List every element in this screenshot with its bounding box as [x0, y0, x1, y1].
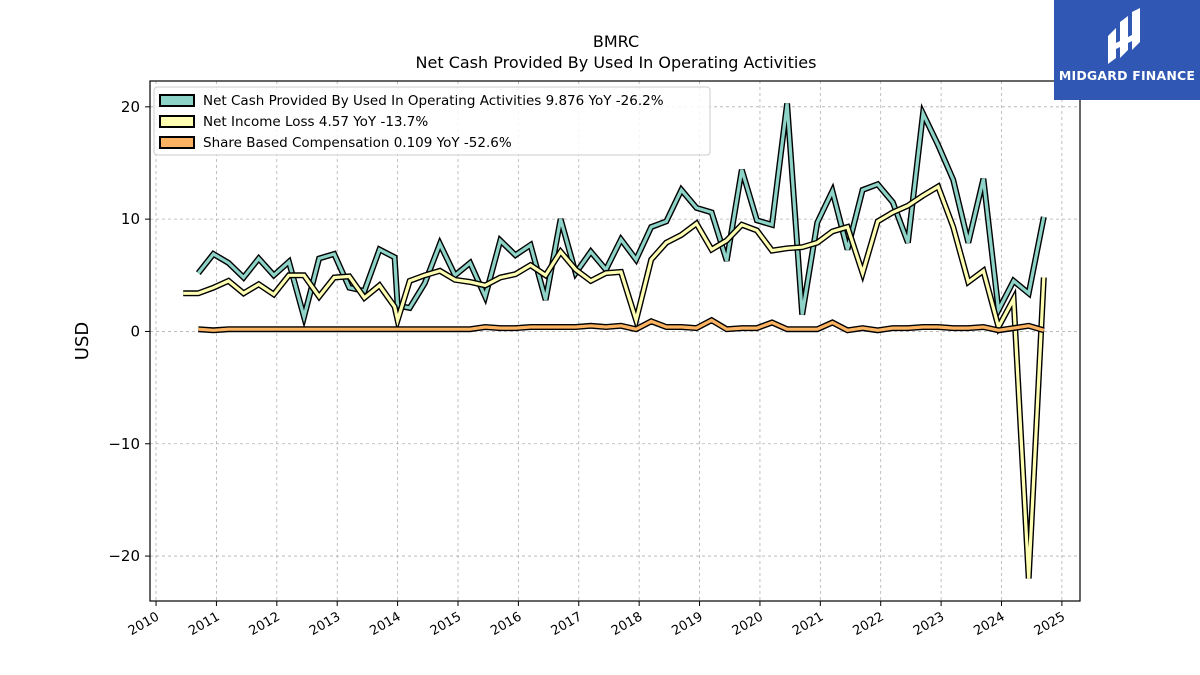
series-line-2: [198, 318, 1045, 332]
y-tick-label-3: 10: [121, 210, 140, 228]
x-tick-label-7: 2017: [549, 609, 585, 639]
series-line-0: [197, 103, 1046, 324]
chart-subtitle: Net Cash Provided By Used In Operating A…: [416, 53, 817, 72]
x-tick-label-4: 2014: [367, 609, 403, 639]
series-outline-1: [183, 182, 1047, 579]
y-axis-label: USD: [72, 322, 93, 360]
legend-box: [153, 86, 711, 156]
x-tick-label-0: 2010: [126, 609, 162, 639]
legend-label-1: Net Income Loss 4.57 YoY -13.7%: [203, 114, 428, 130]
series-line-1: [183, 184, 1046, 579]
y-tick-label-4: 20: [121, 98, 140, 116]
y-axis: −20 −10 0 10 20: [108, 98, 150, 565]
x-tick-label-5: 2015: [428, 609, 464, 639]
x-tick-label-2: 2012: [247, 609, 283, 639]
x-tick-label-13: 2023: [911, 609, 947, 639]
y-tick-label-1: −10: [108, 435, 140, 453]
legend: Net Cash Provided By Used In Operating A…: [153, 86, 711, 156]
x-tick-label-11: 2021: [790, 609, 826, 639]
plot-frame: [149, 80, 1081, 602]
x-tick-label-15: 2025: [1032, 609, 1068, 639]
y-tick-label-0: −20: [108, 547, 140, 565]
grid-lines: [150, 81, 1080, 601]
chart-title: BMRC: [593, 32, 639, 51]
logo-text: MIDGARD FINANCE: [1058, 68, 1196, 83]
legend-label-0: Net Cash Provided By Used In Operating A…: [203, 93, 664, 109]
legend-swatch-2: [159, 136, 195, 149]
x-tick-label-8: 2018: [609, 609, 645, 639]
x-tick-label-9: 2019: [669, 609, 705, 639]
x-tick-label-1: 2011: [186, 609, 222, 639]
y-tick-label-2: 0: [130, 322, 140, 340]
x-tick-label-10: 2020: [730, 609, 766, 639]
x-tick-label-14: 2024: [971, 609, 1007, 639]
legend-swatch-0: [159, 94, 195, 107]
x-tick-label-6: 2016: [488, 609, 524, 639]
brand-logo: MIDGARD FINANCE: [1054, 0, 1200, 100]
midgard-logo-icon: [1108, 8, 1140, 64]
legend-swatch-1: [159, 115, 195, 128]
legend-label-2: Share Based Compensation 0.109 YoY -52.6…: [203, 135, 512, 151]
x-tick-label-3: 2013: [307, 609, 343, 639]
series-group: [183, 102, 1047, 579]
x-tick-label-12: 2022: [851, 609, 887, 639]
x-axis: 2010 2011 2012 2013 2014 2015 2016 2017 2018 2019…: [126, 601, 1068, 639]
